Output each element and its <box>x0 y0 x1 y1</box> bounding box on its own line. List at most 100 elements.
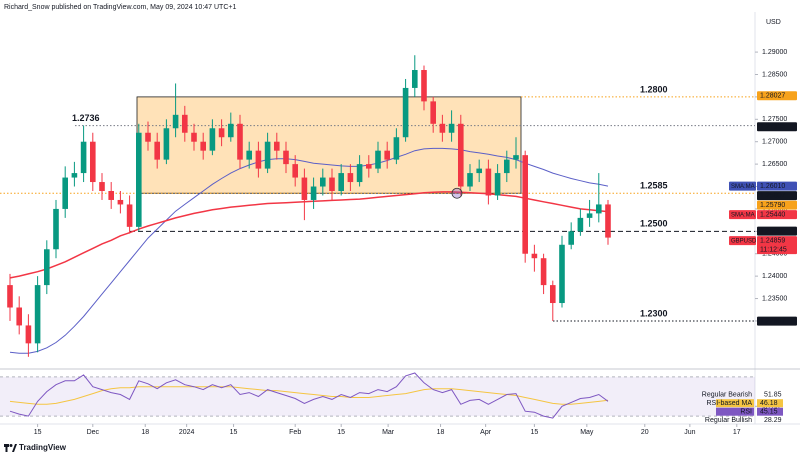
price-tag <box>757 236 797 255</box>
sma-line <box>9 147 609 354</box>
candle-body <box>375 150 381 169</box>
candle-body <box>549 285 556 304</box>
series-name-tag <box>716 407 754 416</box>
level-label: 1.2800 <box>640 84 668 94</box>
candle-body <box>347 173 354 183</box>
candle-body <box>310 186 317 200</box>
candle-body <box>421 70 427 102</box>
currency: USD <box>766 19 781 26</box>
candle-body <box>356 164 363 183</box>
candle-body <box>117 199 124 205</box>
candle-body <box>319 177 326 187</box>
series-name: RSI <box>740 409 752 416</box>
price-tag-text: 1.28027 <box>760 93 785 100</box>
price-tag-text: 1.26010 <box>760 183 785 190</box>
candle-body <box>172 114 179 129</box>
y-tick-label: 1.23500 <box>762 295 787 302</box>
x-tick-label: 17 <box>733 429 741 436</box>
price-label: 1.22997 <box>757 316 797 326</box>
candle-body <box>301 177 308 200</box>
candle-body <box>338 173 344 191</box>
candle-body <box>135 132 142 227</box>
candle-body <box>181 114 188 133</box>
candle-body <box>476 168 482 174</box>
price-label: 1.25807 <box>757 191 797 201</box>
x-tick-label: 2024 <box>179 429 195 436</box>
candle-body <box>411 70 418 88</box>
candle-body <box>393 137 400 160</box>
level-label: 1.2585 <box>640 181 668 191</box>
price-tag <box>757 91 797 101</box>
price-tag-text: 1.25807 <box>760 193 785 200</box>
candle-body <box>191 132 197 142</box>
price-tag <box>757 210 797 220</box>
candle-body <box>246 150 252 160</box>
candle-body <box>264 141 271 169</box>
rsi-line <box>9 372 609 419</box>
candle-body <box>586 213 593 218</box>
price-label: 1.25790 <box>757 200 797 210</box>
x-tick-label: 15 <box>230 429 238 436</box>
price-label: 1.25005 <box>757 226 797 236</box>
series-value-tag <box>757 399 783 408</box>
y-tick-label: 1.27500 <box>762 116 787 123</box>
candle-body <box>43 249 50 286</box>
candle-body <box>53 208 59 250</box>
x-tick-label: 18 <box>437 429 445 436</box>
x-tick-label: 15 <box>337 429 345 436</box>
candle-body <box>292 164 298 178</box>
x-tick-label: May <box>580 429 594 436</box>
name-tag-text: GBPUSD <box>731 238 757 244</box>
price-tag-text: 1.22997 <box>760 318 785 325</box>
candle-body <box>430 101 436 124</box>
x-tick-label: 15 <box>34 429 42 436</box>
price-tag-text: 1.27335 <box>760 124 785 131</box>
name-tag-text: SMA:MA <box>731 184 755 190</box>
divergence-name: Regular Bullish <box>705 417 752 424</box>
candle-body <box>34 285 41 344</box>
candle-body <box>80 141 87 174</box>
candle-body <box>126 204 133 227</box>
price-tag-text: 1.24859 <box>760 238 785 245</box>
candle-body <box>439 123 446 133</box>
candle-body <box>227 123 234 138</box>
candle-body <box>531 253 538 259</box>
candle-body <box>467 173 473 187</box>
level-label: 1.2300 <box>640 308 668 318</box>
candle-body <box>402 87 409 138</box>
series-name: RSI-based MA <box>706 400 752 407</box>
candle-body <box>25 325 32 344</box>
x-tick-label: 18 <box>141 429 149 436</box>
price-label: 1.28027 <box>757 91 797 101</box>
candle-body <box>71 173 78 178</box>
name-tag <box>729 181 756 191</box>
candle-body <box>273 141 280 151</box>
candle-body <box>209 128 216 151</box>
divergence-value: 51.85 <box>764 392 782 399</box>
price-tag-text: 1.25790 <box>760 202 785 209</box>
y-tick-label: 1.28500 <box>762 71 787 78</box>
candle-body <box>283 150 289 165</box>
candle-body <box>163 128 170 160</box>
price-tag <box>757 122 797 132</box>
candle-body <box>200 141 206 151</box>
candle-body <box>568 231 574 245</box>
level-label: 1.2500 <box>640 219 668 229</box>
price-label: 1.27335 <box>757 122 797 132</box>
x-tick-label: Jun <box>684 429 695 436</box>
price-tag-text: 1.25440 <box>760 212 785 219</box>
y-tick-label: 1.29000 <box>762 49 787 56</box>
series-value: 46.18 <box>760 400 778 407</box>
candle-body <box>329 177 335 191</box>
candle-body <box>457 123 464 187</box>
name-tag <box>729 210 756 220</box>
candle-body <box>522 155 528 254</box>
logo <box>4 444 17 452</box>
candle-body <box>218 128 225 138</box>
candle-body <box>16 307 22 326</box>
candle-body <box>605 204 611 238</box>
candle-body <box>237 123 243 160</box>
candle-body <box>485 168 492 196</box>
